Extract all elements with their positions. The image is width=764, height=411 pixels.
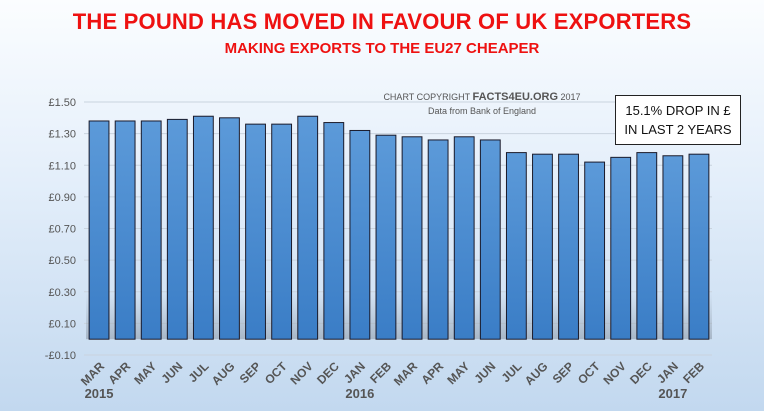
year-labels: 2015 2016 2017	[85, 386, 688, 401]
y-tick-label: £1.50	[48, 97, 76, 109]
x-tick-label: APR	[105, 359, 133, 387]
bar-shadow	[86, 291, 712, 340]
x-tick-label: MAY	[131, 359, 159, 387]
chart-subtitle: MAKING EXPORTS TO THE EU27 CHEAPER	[224, 40, 540, 57]
y-tick-label: £0.70	[48, 224, 76, 236]
bar-feb-11	[375, 134, 397, 340]
y-axis: -£0.10 £0.10 £0.30 £0.50 £0.70 £0.90 £1.10 £1.3…	[45, 97, 76, 362]
y-tick-label: £1.10	[48, 160, 76, 172]
gridlines	[84, 101, 712, 356]
bar-nov-20	[610, 156, 632, 340]
bar-mar-12	[401, 136, 423, 340]
bar-sep-18	[558, 153, 579, 340]
bars	[88, 115, 710, 340]
y-tick-label: £0.50	[48, 255, 76, 267]
x-tick-label: AUG	[522, 359, 551, 388]
x-tick-label: APR	[418, 359, 446, 387]
year-label: 2016	[345, 386, 374, 401]
y-tick-label: £0.90	[48, 192, 76, 204]
source-text: Data from Bank of England	[428, 106, 536, 116]
y-tick-label: £0.30	[48, 287, 76, 299]
x-tick-label: AUG	[209, 359, 238, 388]
x-tick-label: FEB	[680, 359, 707, 386]
bar-jun-3	[166, 118, 188, 340]
x-tick-label: JUN	[472, 359, 499, 386]
y-tick-label: £1.30	[48, 129, 76, 141]
x-tick-label: JUL	[186, 359, 212, 385]
x-tick-label: DEC	[314, 359, 342, 387]
year-label: 2015	[85, 386, 114, 401]
x-tick-label: JUN	[159, 359, 186, 386]
x-tick-label: SEP	[550, 359, 577, 386]
x-tick-label: JAN	[341, 359, 368, 386]
bar-oct-7	[271, 123, 293, 340]
drop-annotation: 15.1% DROP IN £ IN LAST 2 YEARS	[615, 95, 741, 145]
bar-nov-8	[297, 115, 319, 340]
bar-dec-9	[323, 122, 345, 340]
x-tick-label: MAR	[78, 359, 107, 388]
y-tick-label: -£0.10	[45, 350, 76, 362]
bar-feb-23	[688, 153, 710, 340]
bar-jul-4	[192, 115, 214, 340]
x-tick-label: JAN	[654, 359, 681, 386]
x-tick-label: FEB	[367, 359, 394, 386]
bar-aug-17	[532, 153, 553, 340]
x-tick-label: DEC	[627, 359, 655, 387]
x-tick-label: MAY	[444, 359, 472, 387]
x-tick-label: OCT	[575, 359, 603, 387]
bar-jan-10	[349, 129, 371, 340]
bar-jan-22	[662, 155, 684, 340]
bar-aug-5	[219, 117, 240, 340]
bar-may-14	[453, 136, 475, 340]
bar-dec-21	[636, 152, 658, 340]
bar-oct-19	[584, 161, 606, 340]
x-tick-label: SEP	[237, 359, 264, 386]
chart-title: THE POUND HAS MOVED IN FAVOUR OF UK EXPO…	[72, 9, 692, 34]
bar-mar-0	[88, 120, 110, 340]
bar-jul-16	[505, 152, 527, 340]
x-tick-label: NOV	[288, 359, 316, 387]
bar-sep-6	[245, 123, 266, 340]
bar-apr-1	[114, 120, 136, 340]
copyright-text: CHART COPYRIGHT FACTS4EU.ORG 2017	[383, 91, 580, 103]
y-tick-label: £0.10	[48, 318, 76, 330]
year-label: 2017	[658, 386, 687, 401]
bar-may-2	[140, 120, 162, 340]
bar-jun-15	[479, 139, 501, 340]
annotation-line-1: 15.1% DROP IN £	[625, 103, 731, 118]
x-tick-label: JUL	[499, 359, 525, 385]
x-tick-label: OCT	[262, 359, 290, 387]
annotation-line-2: IN LAST 2 YEARS	[624, 122, 732, 137]
x-tick-label: MAR	[391, 359, 420, 388]
x-tick-label: NOV	[601, 359, 629, 387]
bar-apr-13	[427, 139, 449, 340]
